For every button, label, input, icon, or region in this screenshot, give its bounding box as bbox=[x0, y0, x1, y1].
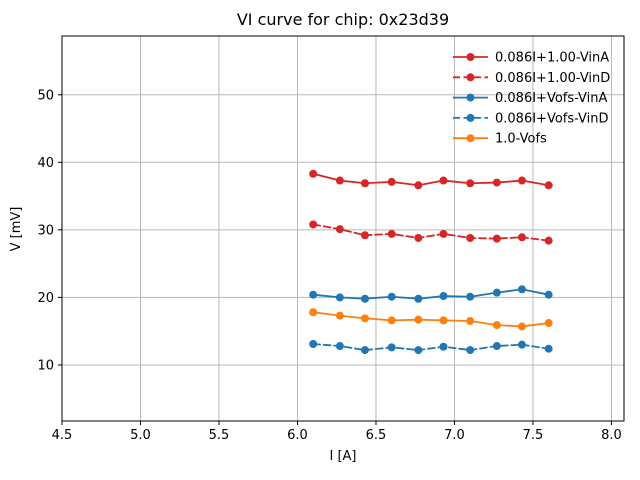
data-point-marker bbox=[544, 236, 553, 245]
data-point-marker bbox=[492, 234, 501, 243]
data-point-marker bbox=[360, 346, 369, 355]
legend-label-1: 0.086I+1.00-VinD bbox=[495, 71, 610, 86]
data-point-marker bbox=[492, 288, 501, 297]
series-line-4 bbox=[312, 311, 550, 328]
data-point-marker bbox=[360, 231, 369, 240]
data-point-marker bbox=[466, 179, 475, 188]
data-point-marker bbox=[309, 290, 318, 299]
data-point-marker bbox=[414, 315, 423, 324]
legend-label-2: 0.086I+Vofs-VinA bbox=[495, 91, 608, 106]
x-axis-label: I [A] bbox=[329, 449, 356, 464]
data-point-marker bbox=[360, 314, 369, 323]
data-point-marker bbox=[439, 316, 448, 325]
data-point-marker bbox=[360, 294, 369, 303]
series-line-1 bbox=[312, 223, 550, 242]
legend-handle-marker-4 bbox=[466, 134, 475, 143]
data-point-marker bbox=[466, 346, 475, 355]
x-tick-label: 7.5 bbox=[523, 428, 544, 443]
data-point-marker bbox=[387, 343, 396, 352]
data-point-marker bbox=[492, 321, 501, 330]
data-point-marker bbox=[414, 181, 423, 190]
x-tick-label: 6.5 bbox=[366, 428, 387, 443]
data-point-marker bbox=[309, 220, 318, 229]
data-point-marker bbox=[517, 176, 526, 185]
data-point-marker bbox=[544, 344, 553, 353]
data-point-marker bbox=[335, 342, 344, 351]
y-tick-label: 40 bbox=[37, 156, 54, 171]
series-line-3 bbox=[312, 343, 550, 351]
data-point-marker bbox=[517, 340, 526, 349]
x-tick-label: 4.5 bbox=[52, 428, 73, 443]
data-point-marker bbox=[387, 229, 396, 238]
data-point-marker bbox=[492, 178, 501, 187]
legend-handle-marker-1 bbox=[466, 73, 475, 82]
data-point-marker bbox=[335, 293, 344, 302]
x-tick-label: 5.5 bbox=[209, 428, 230, 443]
data-point-marker bbox=[335, 225, 344, 234]
legend-label-4: 1.0-Vofs bbox=[495, 132, 547, 147]
x-tick-label: 5.0 bbox=[130, 428, 151, 443]
data-point-marker bbox=[387, 292, 396, 301]
data-point-marker bbox=[335, 311, 344, 320]
legend-handle-marker-2 bbox=[466, 93, 475, 102]
data-point-marker bbox=[492, 342, 501, 351]
legend-handle-marker-0 bbox=[466, 53, 475, 61]
data-point-marker bbox=[517, 322, 526, 331]
axes-frame bbox=[61, 35, 625, 422]
data-point-marker bbox=[544, 181, 553, 190]
data-point-marker bbox=[309, 308, 318, 317]
data-point-marker bbox=[466, 233, 475, 242]
data-point-marker bbox=[414, 294, 423, 303]
data-point-marker bbox=[360, 179, 369, 188]
y-tick-label: 50 bbox=[37, 88, 54, 103]
data-point-marker bbox=[439, 342, 448, 351]
y-tick-label: 20 bbox=[37, 291, 54, 306]
y-axis-label: V [mV] bbox=[9, 207, 24, 252]
y-tick-label: 10 bbox=[37, 358, 54, 373]
legend-label-0: 0.086I+1.00-VinA bbox=[495, 51, 609, 66]
data-point-marker bbox=[387, 177, 396, 186]
series-line-0 bbox=[312, 172, 550, 187]
plot-area: 4.5 5.0 5.5 6.0 6.5 7.0 7.5 8.0 10 20 30 40 50 0.086I… bbox=[37, 35, 625, 443]
data-point-marker bbox=[466, 292, 475, 301]
x-tick-label: 6.0 bbox=[287, 428, 308, 443]
data-point-marker bbox=[466, 317, 475, 326]
y-tick-label: 30 bbox=[37, 223, 54, 238]
data-point-marker bbox=[309, 340, 318, 348]
data-point-marker bbox=[387, 316, 396, 325]
legend-label-3: 0.086I+Vofs-VinD bbox=[495, 111, 609, 126]
x-tick-label: 7.0 bbox=[444, 428, 465, 443]
legend-handle-marker-3 bbox=[466, 113, 475, 122]
x-tick-label: 8.0 bbox=[601, 428, 622, 443]
data-point-marker bbox=[544, 319, 553, 328]
data-point-marker bbox=[439, 229, 448, 238]
data-point-marker bbox=[309, 169, 318, 178]
data-point-marker bbox=[517, 285, 526, 294]
data-point-marker bbox=[439, 176, 448, 185]
data-point-marker bbox=[335, 176, 344, 185]
data-point-marker bbox=[414, 346, 423, 355]
data-point-marker bbox=[439, 292, 448, 301]
series-line-2 bbox=[312, 288, 550, 300]
chart-title: VI curve for chip: 0x23d39 bbox=[237, 10, 449, 29]
data-point-marker bbox=[544, 290, 553, 299]
data-point-marker bbox=[414, 233, 423, 242]
data-point-marker bbox=[517, 233, 526, 242]
